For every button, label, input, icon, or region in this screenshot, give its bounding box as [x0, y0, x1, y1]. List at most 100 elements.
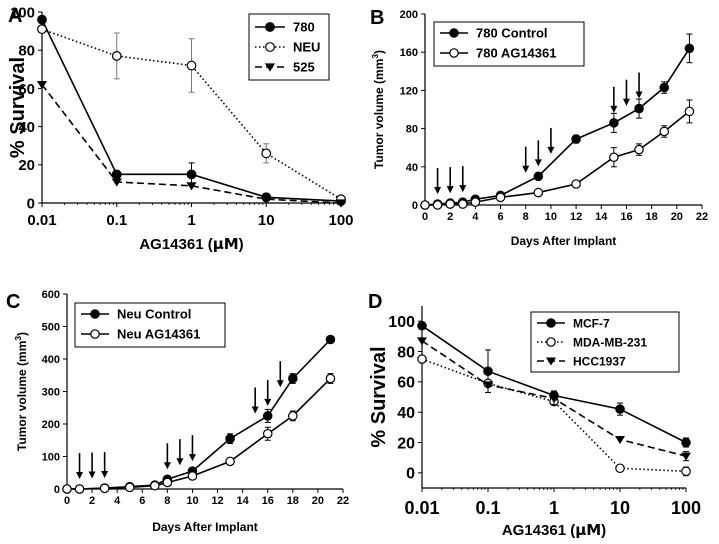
- y-axis-label: % Survival: [368, 346, 390, 447]
- y-tick-label: 60: [397, 375, 415, 392]
- data-point: [186, 169, 197, 180]
- y-tick-label: 200: [400, 9, 418, 21]
- legend-box: [248, 13, 330, 81]
- y-tick-label: 100: [388, 314, 415, 331]
- y-axis-label-suffix: ): [372, 50, 386, 54]
- data-point: [417, 354, 427, 364]
- x-tick-label: 0.1: [106, 212, 127, 229]
- data-point: [445, 199, 455, 209]
- legend-marker: [546, 357, 556, 366]
- x-axis-label: Days After Implant: [152, 520, 258, 534]
- x-tick-label: 10: [258, 212, 275, 229]
- data-point: [470, 197, 481, 207]
- treatment-arrow-head: [163, 462, 171, 470]
- x-tick-label: 1: [549, 498, 559, 518]
- legend-label: Neu Control: [117, 307, 191, 322]
- y-axis-label: Tumor volume (mm3): [13, 332, 29, 451]
- data-point: [335, 199, 347, 208]
- treatment-arrow-head: [88, 471, 96, 479]
- data-point: [111, 169, 122, 180]
- x-tick-label: 18: [646, 211, 658, 223]
- x-tick-label: 0: [64, 495, 70, 507]
- data-point: [225, 456, 235, 467]
- y-axis-label-superscript: 3: [13, 336, 23, 341]
- x-tick-label: 12: [570, 211, 582, 223]
- data-point: [681, 437, 691, 448]
- x-tick-label: 10: [545, 211, 557, 223]
- data-point: [111, 51, 122, 61]
- data-point: [325, 373, 336, 384]
- legend-label: MDA-MB-231: [573, 335, 647, 349]
- y-axis-label-prefix: Tumor volume (mm: [15, 341, 29, 451]
- y-tick-label: 60: [18, 81, 35, 98]
- x-axis-label: AG14361 (μM): [139, 235, 243, 253]
- data-point: [615, 435, 625, 444]
- x-tick-label: 18: [287, 495, 299, 507]
- legend-box: [74, 302, 226, 348]
- x-tick-label: 100: [671, 498, 701, 518]
- x-tick-label: 22: [337, 495, 349, 507]
- data-point: [261, 195, 272, 204]
- x-tick-label: 22: [696, 211, 708, 223]
- x-tick-label: 16: [262, 495, 274, 507]
- y-tick-label: 160: [400, 47, 418, 59]
- y-tick-label: 20: [397, 435, 415, 452]
- data-point: [681, 452, 691, 461]
- y-tick-label: 120: [400, 85, 418, 97]
- y-tick-label: 0: [412, 200, 418, 212]
- y-tick-label: 20: [18, 157, 35, 174]
- x-axis-label: Days After Implant: [511, 234, 617, 248]
- data-point: [571, 179, 581, 189]
- treatment-arrow-head: [635, 91, 643, 99]
- panel-d-chart: 0.01 0.1 1 10 100 0 20 40 60 80 100 MCF-7 MDA-MB-231…: [368, 306, 701, 539]
- data-point: [571, 134, 581, 144]
- data-point: [457, 199, 468, 209]
- legend-label: 525: [293, 60, 315, 75]
- y-axis-label: % Survival: [7, 57, 29, 158]
- x-tick-label: 20: [312, 495, 324, 507]
- data-point: [288, 411, 298, 421]
- legend-label: 780 Control: [476, 26, 548, 41]
- x-axis-label-unit: μM: [575, 521, 601, 539]
- data-point: [150, 480, 160, 491]
- treatment-arrow-head: [522, 165, 530, 173]
- y-tick-label: 0: [27, 195, 35, 212]
- data-point: [533, 187, 544, 198]
- data-point: [187, 471, 198, 481]
- treatment-arrow-head: [188, 454, 196, 462]
- legend-label: Neu AG14361: [117, 327, 200, 342]
- x-tick-label: 14: [595, 211, 608, 223]
- legend-marker: [264, 63, 276, 72]
- panel-label-b: B: [370, 7, 384, 29]
- series-line-2: [41, 84, 342, 204]
- treatment-arrow-head: [534, 159, 542, 167]
- series-line-0: [424, 47, 691, 206]
- legend-label: 780: [293, 20, 315, 35]
- y-tick-label: 400: [42, 354, 60, 366]
- data-point: [111, 178, 122, 187]
- data-point: [681, 466, 691, 477]
- panel-a-chart: 0.01 0.1 1 10 100 0 20 40 60 80 100 780 NEU 525 AG1436…: [7, 4, 354, 253]
- x-tick-label: 8: [523, 211, 529, 223]
- y-axis-label-suffix: ): [15, 332, 29, 336]
- x-tick-label: 6: [497, 211, 503, 223]
- y-tick-label: 80: [397, 344, 415, 361]
- treatment-arrow-head: [446, 186, 454, 194]
- legend-label: HCC1937: [573, 354, 626, 368]
- series-line-1: [421, 358, 687, 473]
- y-tick-label: 40: [18, 119, 35, 136]
- data-point: [74, 484, 85, 494]
- legend-label: NEU: [293, 40, 320, 55]
- data-point: [684, 106, 695, 117]
- legend-marker: [265, 22, 275, 32]
- data-point: [615, 404, 625, 414]
- x-tick-label: 14: [237, 495, 250, 507]
- x-tick-label: 100: [328, 212, 353, 229]
- data-point: [420, 200, 430, 210]
- x-tick-label: 1: [187, 212, 195, 229]
- y-tick-label: 200: [42, 419, 60, 431]
- panel-b-chart: 0 2 4 6 8 10 12 14 16 18 20 22 0 40 80 120 160 200 780 Con…: [370, 9, 708, 248]
- x-tick-label: 0.01: [404, 498, 439, 518]
- data-point: [261, 148, 272, 159]
